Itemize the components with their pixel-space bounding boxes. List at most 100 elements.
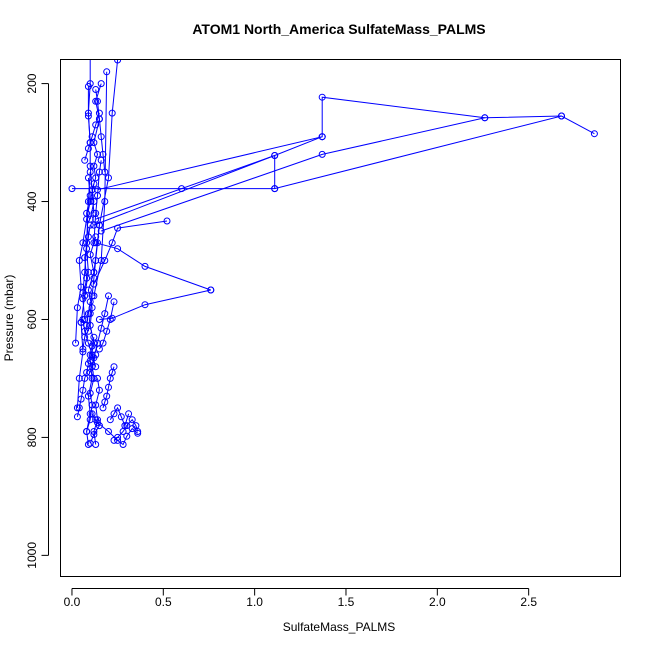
data-point <box>72 339 80 347</box>
data-point <box>318 150 326 158</box>
series-line <box>99 289 211 320</box>
x-axis: 0.0 0.5 1.0 1.5 2.0 2.5 <box>64 588 537 609</box>
data-point <box>94 374 101 382</box>
data-point <box>79 289 87 297</box>
data-point <box>110 363 118 371</box>
data-point <box>101 168 109 176</box>
series-group <box>106 404 133 430</box>
chart-title: ATOM1 North_America SulfateMass_PALMS <box>192 21 485 37</box>
data-point <box>94 239 101 247</box>
x-tick-label: 0.5 <box>155 595 172 609</box>
data-point <box>114 404 122 412</box>
data-point <box>77 395 85 403</box>
data-point <box>114 245 122 253</box>
data-point <box>73 304 81 312</box>
series-group <box>90 217 171 288</box>
data-point <box>90 239 98 247</box>
data-point <box>105 428 112 435</box>
data-point <box>90 209 98 217</box>
data-point <box>105 292 112 300</box>
series-line <box>72 115 595 190</box>
data-point <box>108 109 116 117</box>
data-point <box>95 168 103 176</box>
data-point <box>92 257 100 264</box>
series-line <box>93 160 102 243</box>
y-axis-label: Pressure (mbar) <box>2 275 16 362</box>
data-point <box>86 416 94 424</box>
series-group <box>90 374 103 448</box>
series-line <box>87 86 95 214</box>
data-point <box>83 209 91 217</box>
series-line <box>93 378 100 445</box>
data-point <box>83 239 91 247</box>
series-group <box>95 286 215 323</box>
data-point <box>73 404 81 412</box>
data-point <box>79 345 87 353</box>
series-group <box>110 416 142 444</box>
data-point <box>105 174 112 182</box>
data-point <box>141 262 149 270</box>
data-point <box>318 133 326 141</box>
data-point <box>117 413 125 421</box>
data-point <box>81 268 89 276</box>
data-point <box>92 401 100 409</box>
series-group <box>92 239 215 294</box>
data-point <box>106 316 114 323</box>
data-point <box>75 374 83 382</box>
data-point <box>86 298 94 306</box>
data-point <box>271 185 279 193</box>
data-point <box>114 433 122 441</box>
data-point <box>90 374 98 382</box>
data-point <box>110 410 118 418</box>
series-line <box>113 418 139 441</box>
data-point <box>81 333 89 341</box>
data-point <box>86 389 94 397</box>
data-point <box>75 404 83 412</box>
plot-area <box>60 59 621 577</box>
data-point <box>90 354 98 362</box>
series-line <box>93 220 168 285</box>
data-point <box>125 410 133 418</box>
y-tick-label: 400 <box>25 191 39 211</box>
series-layer <box>68 60 598 448</box>
series-line <box>89 413 139 446</box>
y-axis: 200 400 600 800 1000 <box>25 73 49 569</box>
data-point <box>88 133 96 141</box>
data-point <box>95 386 103 394</box>
data-point <box>95 345 103 353</box>
series-group <box>99 363 118 412</box>
series-line <box>82 171 91 293</box>
data-point <box>81 156 89 164</box>
data-point <box>68 185 76 193</box>
data-point <box>84 198 92 205</box>
data-point <box>86 162 94 170</box>
series-line <box>76 225 91 408</box>
data-point <box>92 86 100 93</box>
data-point <box>92 441 100 448</box>
data-point <box>84 112 92 120</box>
series-line <box>97 96 485 191</box>
series-line <box>93 136 323 226</box>
x-tick-label: 1.0 <box>246 595 263 609</box>
series-line <box>98 301 115 350</box>
data-point <box>84 83 92 90</box>
data-point <box>123 432 131 440</box>
data-point <box>92 121 100 129</box>
series-group <box>97 112 565 235</box>
data-point <box>90 333 98 341</box>
data-point <box>79 239 87 247</box>
series-line <box>95 154 276 220</box>
data-point <box>90 428 98 435</box>
data-point <box>119 428 127 435</box>
series-group <box>90 156 105 247</box>
y-tick-label: 1000 <box>25 542 39 569</box>
data-point <box>97 324 105 332</box>
x-tick-label: 2.5 <box>520 595 537 609</box>
data-point <box>99 339 107 347</box>
data-point <box>590 130 598 138</box>
series-group <box>79 298 94 353</box>
data-point <box>481 114 489 122</box>
data-point <box>123 422 131 430</box>
data-point <box>99 150 107 158</box>
